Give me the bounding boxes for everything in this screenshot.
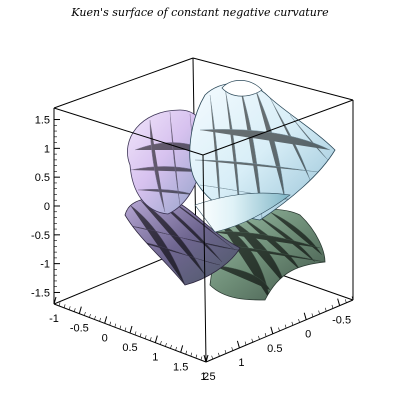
axis-left-minor-tick — [119, 325, 122, 330]
axis-left-minor-tick — [63, 304, 66, 308]
axis-right-tick-label: -0.5 — [332, 315, 351, 327]
axis-left-minor-tick — [144, 335, 147, 339]
axis-right-minor-tick — [238, 344, 240, 348]
axis-right-minor-tick — [284, 324, 287, 329]
axis-right-minor-tick — [224, 349, 227, 354]
axis-right-minor-tick — [231, 347, 234, 351]
axis-left-minor-tick — [195, 354, 198, 359]
axis-z-tick-label: -1 — [40, 259, 50, 271]
axis-right-minor-tick — [338, 302, 340, 306]
chart-title: Kuen's surface of constant negative curv… — [71, 6, 329, 19]
axis-left-minor-tick — [84, 312, 86, 316]
axis-z-tick-label: 1.5 — [35, 115, 50, 127]
axis-z-tick-label: -0.5 — [31, 230, 50, 242]
axis-right-minor-tick — [211, 355, 213, 360]
axis-left-minor-tick — [160, 341, 162, 345]
axis-left-minor-tick — [104, 319, 106, 324]
axis-right-minor-tick — [311, 313, 314, 317]
axis-left-tick-label: 0.5 — [122, 342, 137, 354]
axis-right-minor-tick — [331, 304, 334, 309]
axis-right-minor-tick — [291, 321, 294, 326]
surface-top-sheet — [189, 82, 336, 221]
axis-left-tick-label: 0 — [102, 332, 108, 344]
axis-left-minor-tick — [200, 356, 203, 361]
axis-right-minor-tick — [318, 310, 320, 315]
axis-right-tick-label: 1.5 — [200, 371, 215, 383]
axis-left-minor-tick — [185, 350, 188, 355]
axis-left-minor-tick — [114, 323, 117, 328]
axis-left-minor-tick — [155, 339, 157, 343]
axis-left-minor-tick — [53, 300, 56, 305]
axis-right-minor-tick — [298, 318, 300, 323]
axis-left-minor-tick — [89, 313, 91, 318]
axis-z-tick-label: 1 — [44, 143, 50, 155]
surface-twist-ribbon — [194, 192, 291, 233]
axis-left-bottom: -1 -0.5 0 0.5 1 1.5 2 — [49, 296, 209, 383]
axis-right-minor-tick — [258, 335, 260, 340]
axis-right-minor-tick — [351, 296, 354, 301]
axis-left-tick-label: 2 — [203, 371, 209, 383]
axis-left-minor-tick — [99, 317, 101, 322]
axis-left-minor-tick — [124, 327, 127, 332]
axis-left-tick-label: -0.5 — [70, 323, 89, 335]
axis-right-minor-tick — [324, 307, 327, 312]
axis-left-tick-label: 1.5 — [173, 361, 188, 373]
axis-z-tick-label: 0 — [44, 201, 50, 213]
axis-left-minor-tick — [175, 346, 177, 351]
axis-right-minor-tick — [278, 327, 280, 332]
axis-right-minor-tick — [264, 333, 267, 337]
axis-left-minor-tick — [109, 321, 112, 326]
axis-right-tick-label: 0.5 — [267, 343, 282, 355]
axis-left-tick-label: 1 — [152, 352, 158, 364]
axis-left-minor-tick — [180, 348, 182, 353]
axis-left-minor-tick — [134, 331, 137, 336]
axis-right-minor-tick — [251, 338, 254, 343]
axis-left-minor-tick — [58, 302, 61, 307]
axis-right-minor-tick — [345, 299, 347, 303]
axis-z-tick-label: -1.5 — [31, 287, 50, 299]
axis-left-minor-tick — [139, 333, 142, 337]
axis-right-minor-tick — [244, 341, 247, 346]
axis-left-tick-label: -1 — [49, 313, 59, 325]
axis-right-tick-label: 1 — [238, 357, 244, 369]
axis-z-tick-label: 0.5 — [35, 172, 50, 184]
axis-left-minor-tick — [190, 352, 193, 357]
axis-z: 1.5 1 0.5 0 -0.5 -1 -1.5 — [31, 115, 60, 299]
axis-left-minor-tick — [165, 342, 167, 347]
axis-left-minor-tick — [129, 329, 132, 334]
axis-right-minor-tick — [271, 330, 274, 334]
axis-left-minor-tick — [68, 306, 71, 310]
axis-right-bottom: 1.5 1 0.5 0 -0.5 — [200, 296, 354, 383]
axis-left-minor-tick — [94, 315, 96, 320]
surface-top-opening — [221, 80, 263, 97]
axis-left-minor-tick — [73, 308, 76, 312]
axis-right-minor-tick — [204, 358, 207, 363]
axis-left-minor-tick — [79, 310, 81, 314]
kuen-surface — [124, 80, 336, 301]
axis-left-minor-tick — [149, 337, 152, 341]
axis-right-minor-tick — [304, 316, 307, 320]
axis-right-tick-label: 0 — [305, 329, 311, 341]
axis-left-minor-tick — [170, 344, 172, 349]
axis-right-minor-tick — [218, 352, 220, 357]
